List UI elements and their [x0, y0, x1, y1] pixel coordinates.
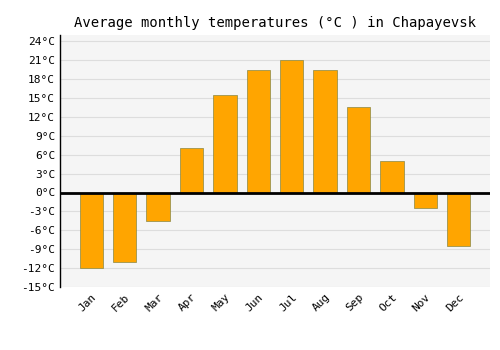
Bar	[180, 148, 203, 193]
Bar	[347, 107, 370, 192]
Bar	[213, 95, 236, 192]
Bar	[447, 193, 470, 246]
Bar	[80, 193, 103, 268]
Bar	[314, 70, 337, 192]
Bar	[246, 70, 270, 192]
Title: Average monthly temperatures (°C ) in Chapayevsk: Average monthly temperatures (°C ) in Ch…	[74, 16, 476, 30]
Bar	[146, 193, 170, 221]
Bar	[280, 60, 303, 192]
Bar	[414, 193, 437, 208]
Bar	[113, 193, 136, 262]
Bar	[380, 161, 404, 192]
